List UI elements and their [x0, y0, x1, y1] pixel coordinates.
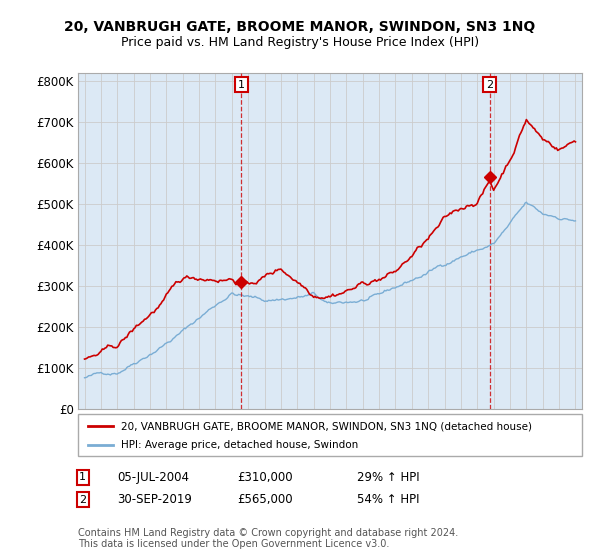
Text: 20, VANBRUGH GATE, BROOME MANOR, SWINDON, SN3 1NQ: 20, VANBRUGH GATE, BROOME MANOR, SWINDON…	[64, 20, 536, 34]
Text: 2: 2	[79, 494, 86, 505]
Text: 1: 1	[238, 80, 245, 90]
Text: HPI: Average price, detached house, Swindon: HPI: Average price, detached house, Swin…	[121, 440, 358, 450]
Text: 54% ↑ HPI: 54% ↑ HPI	[357, 493, 419, 506]
Text: 29% ↑ HPI: 29% ↑ HPI	[357, 470, 419, 484]
Text: 20, VANBRUGH GATE, BROOME MANOR, SWINDON, SN3 1NQ (detached house): 20, VANBRUGH GATE, BROOME MANOR, SWINDON…	[121, 421, 532, 431]
Text: 1: 1	[79, 472, 86, 482]
Text: Contains HM Land Registry data © Crown copyright and database right 2024.
This d: Contains HM Land Registry data © Crown c…	[78, 528, 458, 549]
Text: £310,000: £310,000	[237, 470, 293, 484]
Text: 05-JUL-2004: 05-JUL-2004	[117, 470, 189, 484]
Text: 2: 2	[486, 80, 493, 90]
Text: 30-SEP-2019: 30-SEP-2019	[117, 493, 192, 506]
Text: Price paid vs. HM Land Registry's House Price Index (HPI): Price paid vs. HM Land Registry's House …	[121, 36, 479, 49]
FancyBboxPatch shape	[78, 414, 582, 456]
Text: £565,000: £565,000	[237, 493, 293, 506]
